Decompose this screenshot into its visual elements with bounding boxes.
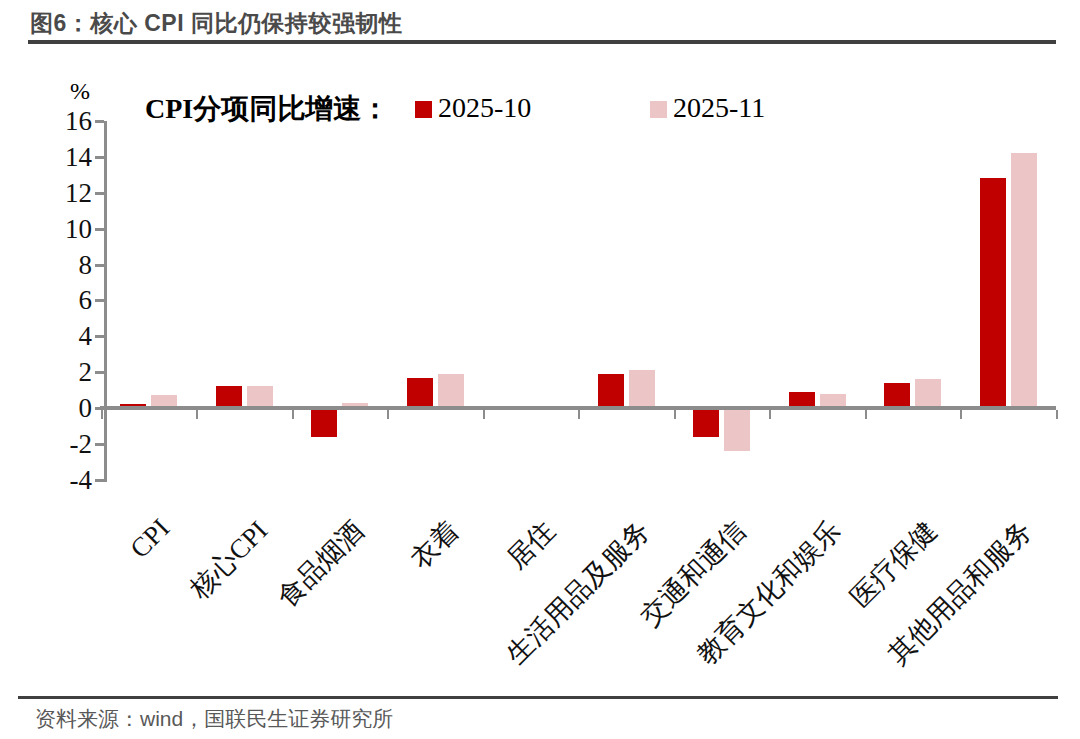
y-axis-tick: [95, 192, 104, 195]
category-tick: [1056, 410, 1058, 419]
y-axis-tick-label: 0: [26, 392, 92, 424]
bar-2025-11-衣着: [438, 374, 464, 408]
y-axis-unit-label: %: [70, 78, 90, 105]
category-tick: [674, 410, 676, 419]
category-tick: [865, 410, 867, 419]
bar-2025-10-核心CPI: [216, 386, 242, 408]
bar-2025-11-医疗保健: [915, 379, 941, 408]
y-axis-tick-label: -2: [26, 428, 92, 460]
category-tick: [578, 410, 580, 419]
bar-2025-11-核心CPI: [247, 386, 273, 408]
category-tick: [101, 410, 103, 419]
category-label-食品烟酒: 食品烟酒: [269, 513, 371, 615]
category-label-CPI: CPI: [125, 513, 177, 565]
y-axis-line: [104, 121, 107, 482]
y-axis-tick-label: 16: [26, 105, 92, 137]
y-axis-tick: [95, 371, 104, 374]
cpi-bar-chart: % CPI分项同比增速： 2025-10 2025-11 16 14 12 10 86 4…: [0, 0, 1080, 700]
y-axis-tick: [95, 335, 104, 338]
bar-2025-10-生活用品及服务: [598, 374, 624, 408]
y-axis-tick: [95, 479, 104, 482]
bar-2025-11-交通和通信: [724, 408, 750, 451]
category-tick: [387, 410, 389, 419]
figure-page: 图6：核心 CPI 同比仍保持较强韧性 % CPI分项同比增速： 2025-10…: [0, 0, 1080, 739]
y-axis-tick: [95, 264, 104, 267]
category-label-居住: 居住: [498, 513, 562, 577]
category-tick: [292, 410, 294, 419]
bar-2025-10-交通和通信: [693, 408, 719, 437]
legend-label-2025-11: 2025-11: [673, 92, 765, 124]
y-axis-tick: [95, 120, 104, 123]
y-axis-tick-label: 12: [26, 177, 92, 209]
y-axis-tick-label: 14: [26, 141, 92, 173]
category-tick: [960, 410, 962, 419]
category-label-核心CPI: 核心CPI: [182, 513, 275, 606]
legend-title: CPI分项同比增速：: [145, 90, 389, 128]
category-tick: [196, 410, 198, 419]
y-axis-tick-label: -4: [26, 464, 92, 496]
legend-swatch-2025-10: [415, 101, 432, 118]
y-axis-tick: [95, 156, 104, 159]
bar-2025-11-生活用品及服务: [629, 370, 655, 408]
y-axis-tick: [95, 228, 104, 231]
category-tick: [483, 410, 485, 419]
bar-2025-10-医疗保健: [884, 383, 910, 408]
bar-2025-10-其他用品和服务: [980, 178, 1006, 408]
bar-2025-10-衣着: [407, 378, 433, 408]
y-axis-tick-label: 6: [26, 284, 92, 316]
y-axis-tick-label: 8: [26, 249, 92, 281]
category-tick: [769, 410, 771, 419]
bar-2025-11-其他用品和服务: [1011, 153, 1037, 408]
y-axis-tick-label: 2: [26, 356, 92, 388]
legend-label-2025-10: 2025-10: [438, 92, 531, 124]
source-note: 资料来源：wind，国联民生证券研究所: [35, 705, 393, 733]
y-axis-tick: [95, 443, 104, 446]
footer-divider: [18, 696, 1058, 699]
legend-swatch-2025-11: [650, 101, 667, 118]
y-axis-tick: [95, 299, 104, 302]
bar-2025-10-食品烟酒: [311, 408, 337, 437]
category-label-衣着: 衣着: [403, 513, 467, 577]
y-axis-tick-label: 10: [26, 213, 92, 245]
y-axis-tick-label: 4: [26, 320, 92, 352]
